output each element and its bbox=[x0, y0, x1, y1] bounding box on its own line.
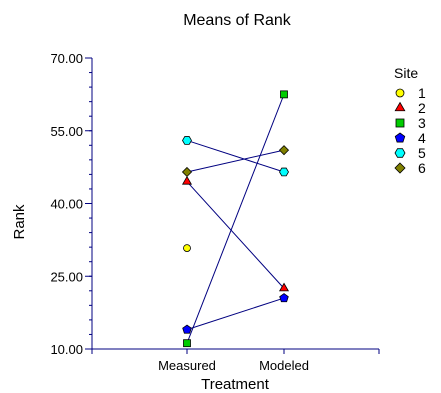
legend-marker-6 bbox=[394, 162, 406, 174]
x-axis-title: Treatment bbox=[201, 376, 270, 393]
legend-label-3: 3 bbox=[418, 115, 426, 131]
series-line-6 bbox=[186, 149, 285, 173]
data-point-site-2 bbox=[181, 175, 193, 185]
legend-title: Site bbox=[394, 65, 418, 81]
data-point-site-3 bbox=[183, 339, 191, 348]
chart-title: Means of Rank bbox=[183, 12, 292, 29]
plot-area: 10.00 25.00 40.00 55.00 70.00 Measured Modeled bbox=[50, 51, 380, 373]
y-axis-title: Rank bbox=[11, 204, 28, 240]
legend-marker-3 bbox=[395, 118, 405, 128]
series-line-5 bbox=[186, 139, 285, 173]
data-point-site-3 bbox=[280, 90, 288, 99]
series-line-2 bbox=[186, 181, 285, 289]
data-point-site-6 bbox=[181, 166, 193, 178]
legend-marker-5 bbox=[394, 148, 406, 158]
data-point-site-5 bbox=[182, 136, 192, 145]
data-point-site-4 bbox=[279, 293, 289, 303]
data-point-site-2 bbox=[278, 282, 290, 292]
data-point-site-1 bbox=[183, 244, 191, 253]
y-tick-label: 70.00 bbox=[50, 51, 83, 66]
y-tick-label: 10.00 bbox=[50, 342, 83, 357]
legend-label-4: 4 bbox=[418, 130, 426, 146]
legend-marker-2 bbox=[394, 101, 406, 112]
series-line-4 bbox=[186, 297, 285, 331]
data-point-site-6 bbox=[278, 145, 290, 156]
data-point-site-5 bbox=[279, 167, 289, 177]
y-tick-label: 40.00 bbox=[50, 197, 83, 212]
legend-label-6: 6 bbox=[418, 160, 426, 176]
series-line-3 bbox=[186, 94, 285, 344]
legend-marker-1 bbox=[395, 88, 405, 98]
y-tick-label: 55.00 bbox=[50, 124, 83, 139]
legend-label-2: 2 bbox=[418, 100, 426, 116]
legend-label-5: 5 bbox=[418, 145, 426, 161]
x-tick-label: Modeled bbox=[259, 358, 309, 373]
y-tick-label: 25.00 bbox=[50, 269, 83, 284]
legend-label-1: 1 bbox=[418, 85, 426, 101]
x-tick-label: Measured bbox=[158, 358, 216, 373]
data-point-site-4 bbox=[182, 324, 192, 334]
legend-marker-4 bbox=[394, 132, 406, 143]
